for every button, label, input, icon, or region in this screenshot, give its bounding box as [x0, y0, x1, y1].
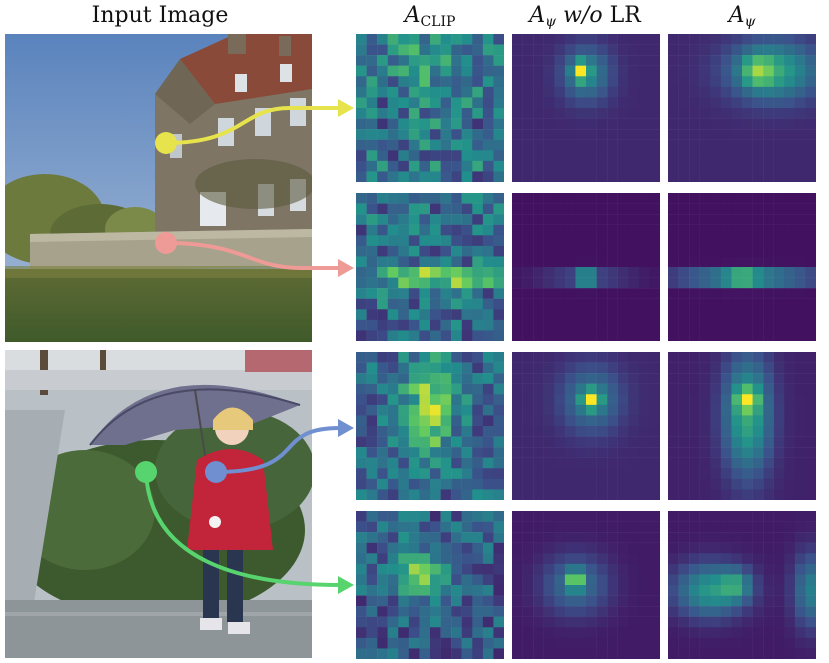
psi-column-title: Aψ [728, 3, 756, 30]
green-query-arrow [135, 461, 354, 594]
green-query-point [135, 461, 157, 483]
heatmap-clip-green [356, 511, 504, 659]
input-image-title: Input Image [91, 3, 229, 28]
heatmap-wolr-green [512, 511, 660, 659]
heatmap-psi-pink [668, 193, 816, 341]
wolr-column-title: Aψ w/o LR [529, 3, 641, 30]
pink-query-arrow [155, 232, 354, 277]
blue-query-arrow [205, 419, 354, 483]
blue-query-point [205, 461, 227, 483]
heatmap-psi-yellow [668, 34, 816, 182]
clip-column-title: ACLIP [404, 3, 456, 30]
heatmap-clip-blue [356, 352, 504, 500]
yellow-query-arrow [155, 99, 354, 154]
heatmap-wolr-pink [512, 193, 660, 341]
pink-query-point [155, 232, 177, 254]
heatmap-psi-green [668, 511, 816, 659]
heatmap-clip-pink [356, 193, 504, 341]
yellow-query-point [155, 132, 177, 154]
house-photo [5, 34, 312, 342]
heatmap-clip-yellow [356, 34, 504, 182]
heatmap-wolr-blue [512, 352, 660, 500]
heatmap-psi-blue [668, 352, 816, 500]
heatmap-wolr-yellow [512, 34, 660, 182]
